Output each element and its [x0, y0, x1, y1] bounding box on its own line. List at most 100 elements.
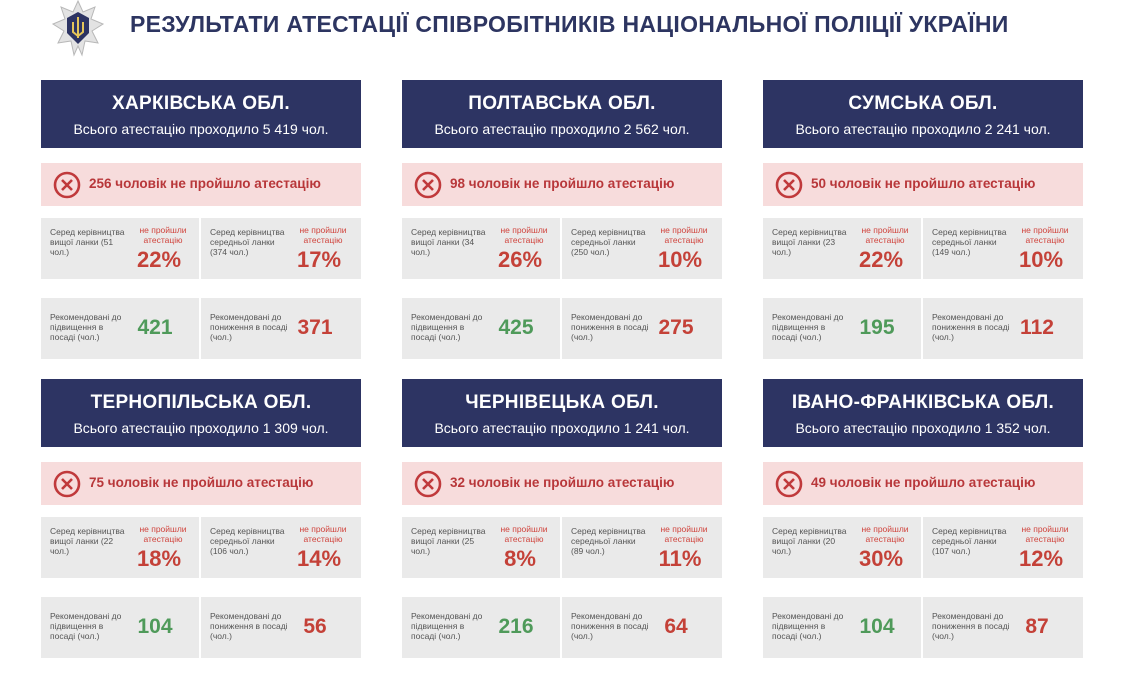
region-name: ПОЛТАВСЬКА ОБЛ. — [468, 93, 656, 114]
promote-count: 195 — [859, 316, 895, 339]
mid-management-label: Серед керівництва середньої ланки (107 ч… — [932, 526, 1007, 556]
promote-stat: Рекомендовані до підвищення в посаді (чо… — [41, 298, 199, 359]
mid-management-pct: 14% — [296, 546, 342, 571]
demote-label: Рекомендовані до пониження в посаді (чол… — [571, 611, 649, 641]
recommendation-stats: Рекомендовані до підвищення в посаді (чо… — [41, 597, 361, 658]
top-management-stat: Серед керівництва вищої ланки (34 чол.) … — [402, 218, 560, 279]
demote-stat: Рекомендовані до пониження в посаді (чол… — [923, 597, 1081, 658]
not-passed-label: не пройшли атестацію — [299, 225, 347, 245]
demote-stat: Рекомендовані до пониження в посаді (чол… — [201, 298, 359, 359]
x-circle-icon — [414, 470, 442, 498]
demote-count: 275 — [658, 316, 694, 339]
top-management-pct: 8% — [504, 546, 536, 571]
recommendation-stats: Рекомендовані до підвищення в посаді (чо… — [763, 298, 1083, 359]
police-emblem-icon — [52, 0, 104, 57]
region-name: ЧЕРНІВЕЦЬКА ОБЛ. — [465, 392, 659, 413]
demote-count: 112 — [1020, 316, 1054, 339]
region-total: Всього атестацію проходило 5 419 чол. — [73, 121, 329, 137]
top-management-label: Серед керівництва вищої ланки (23 чол.) — [772, 227, 847, 257]
top-management-label: Серед керівництва вищої ланки (25 чол.) — [411, 526, 486, 556]
top-management-pct: 30% — [858, 546, 904, 571]
failed-count: 75 чоловік не пройшло атестацію — [89, 475, 314, 490]
mid-management-pct: 17% — [296, 247, 342, 272]
region-total: Всього атестацію проходило 1 309 чол. — [73, 420, 329, 436]
demote-stat: Рекомендовані до пониження в посаді (чол… — [923, 298, 1081, 359]
management-stats: Серед керівництва вищої ланки (51 чол.) … — [41, 218, 361, 279]
divider — [199, 298, 201, 359]
promote-stat: Рекомендовані до підвищення в посаді (чо… — [402, 597, 560, 658]
not-passed-label: не пройшли атестацію — [500, 524, 548, 544]
promote-stat: Рекомендовані до підвищення в посаді (чо… — [41, 597, 199, 658]
divider — [199, 597, 201, 658]
x-circle-icon — [775, 171, 803, 199]
failed-count: 32 чоловік не пройшло атестацію — [450, 475, 675, 490]
x-circle-icon — [53, 171, 81, 199]
top-management-label: Серед керівництва вищої ланки (20 чол.) — [772, 526, 847, 556]
region-header: ЧЕРНІВЕЦЬКА ОБЛ. Всього атестацію проход… — [402, 379, 722, 447]
management-stats: Серед керівництва вищої ланки (20 чол.) … — [763, 517, 1083, 578]
divider — [921, 517, 923, 578]
failed-banner: 98 чоловік не пройшло атестацію — [402, 163, 722, 206]
demote-label: Рекомендовані до пониження в посаді (чол… — [932, 611, 1010, 641]
top-management-pct: 22% — [136, 247, 182, 272]
region-total: Всього атестацію проходило 1 241 чол. — [434, 420, 690, 436]
promote-label: Рекомендовані до підвищення в посаді (чо… — [772, 312, 844, 342]
region-total: Всього атестацію проходило 2 562 чол. — [434, 121, 690, 137]
failed-count: 98 чоловік не пройшло атестацію — [450, 176, 675, 191]
demote-label: Рекомендовані до пониження в посаді (чол… — [210, 312, 288, 342]
mid-management-label: Серед керівництва середньої ланки (89 чо… — [571, 526, 646, 556]
management-stats: Серед керівництва вищої ланки (25 чол.) … — [402, 517, 722, 578]
promote-label: Рекомендовані до підвищення в посаді (чо… — [411, 312, 483, 342]
top-management-pct: 26% — [497, 247, 543, 272]
top-management-pct: 22% — [858, 247, 904, 272]
top-management-stat: Серед керівництва вищої ланки (22 чол.) … — [41, 517, 199, 578]
divider — [560, 517, 562, 578]
top-management-label: Серед керівництва вищої ланки (22 чол.) — [50, 526, 125, 556]
divider — [560, 298, 562, 359]
top-management-stat: Серед керівництва вищої ланки (25 чол.) … — [402, 517, 560, 578]
page-title: РЕЗУЛЬТАТИ АТЕСТАЦІЇ СПІВРОБІТНИКІВ НАЦІ… — [130, 11, 1009, 37]
top-management-stat: Серед керівництва вищої ланки (23 чол.) … — [763, 218, 921, 279]
page-header: РЕЗУЛЬТАТИ АТЕСТАЦІЇ СПІВРОБІТНИКІВ НАЦІ… — [0, 0, 1125, 60]
promote-label: Рекомендовані до підвищення в посаді (чо… — [50, 611, 122, 641]
region-header: СУМСЬКА ОБЛ. Всього атестацію проходило … — [763, 80, 1083, 148]
not-passed-label: не пройшли атестацію — [139, 524, 187, 544]
failed-banner: 75 чоловік не пройшло атестацію — [41, 462, 361, 505]
not-passed-label: не пройшли атестацію — [1021, 225, 1069, 245]
top-management-pct: 18% — [136, 546, 182, 571]
x-circle-icon — [775, 470, 803, 498]
failed-banner: 256 чоловік не пройшло атестацію — [41, 163, 361, 206]
demote-count: 87 — [1025, 615, 1049, 638]
demote-label: Рекомендовані до пониження в посаді (чол… — [210, 611, 288, 641]
region-total: Всього атестацію проходило 2 241 чол. — [795, 121, 1051, 137]
divider — [199, 517, 201, 578]
mid-management-label: Серед керівництва середньої ланки (106 ч… — [210, 526, 285, 556]
demote-stat: Рекомендовані до пониження в посаді (чол… — [562, 597, 720, 658]
region-name: ХАРКІВСЬКА ОБЛ. — [112, 93, 290, 114]
management-stats: Серед керівництва вищої ланки (22 чол.) … — [41, 517, 361, 578]
mid-management-pct: 11% — [658, 546, 702, 571]
demote-count: 64 — [664, 615, 688, 638]
mid-management-pct: 12% — [1018, 546, 1064, 571]
recommendation-stats: Рекомендовані до підвищення в посаді (чо… — [402, 298, 722, 359]
not-passed-label: не пройшли атестацію — [139, 225, 187, 245]
top-management-label: Серед керівництва вищої ланки (34 чол.) — [411, 227, 486, 257]
divider — [199, 218, 201, 279]
promote-stat: Рекомендовані до підвищення в посаді (чо… — [763, 597, 921, 658]
divider — [560, 597, 562, 658]
mid-management-label: Серед керівництва середньої ланки (374 ч… — [210, 227, 285, 257]
not-passed-label: не пройшли атестацію — [299, 524, 347, 544]
mid-management-pct: 10% — [1018, 247, 1064, 272]
divider — [560, 218, 562, 279]
region-header: ТЕРНОПІЛЬСЬКА ОБЛ. Всього атестацію прох… — [41, 379, 361, 447]
demote-count: 371 — [297, 316, 333, 339]
mid-management-stat: Серед керівництва середньої ланки (250 ч… — [562, 218, 720, 279]
divider — [921, 597, 923, 658]
mid-management-stat: Серед керівництва середньої ланки (374 ч… — [201, 218, 359, 279]
mid-management-stat: Серед керівництва середньої ланки (149 ч… — [923, 218, 1081, 279]
promote-count: 104 — [859, 615, 895, 638]
promote-label: Рекомендовані до підвищення в посаді (чо… — [50, 312, 122, 342]
demote-stat: Рекомендовані до пониження в посаді (чол… — [562, 298, 720, 359]
not-passed-label: не пройшли атестацію — [660, 524, 708, 544]
failed-banner: 50 чоловік не пройшло атестацію — [763, 163, 1083, 206]
